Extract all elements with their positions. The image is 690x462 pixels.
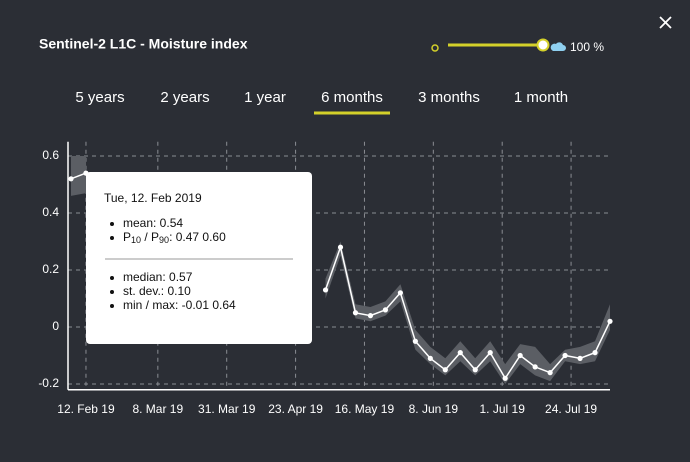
opacity-label: 100 % xyxy=(570,40,604,54)
y-tick-label: 0.2 xyxy=(42,262,59,276)
tooltip-mean: mean: 0.54 xyxy=(123,216,183,230)
x-tick-label: 16. May 19 xyxy=(335,402,395,416)
y-tick-label: 0.4 xyxy=(42,205,59,219)
x-tick-label: 23. Apr 19 xyxy=(268,402,323,416)
mean-line xyxy=(70,172,87,180)
data-point xyxy=(397,290,403,296)
y-tick-label: 0 xyxy=(52,319,59,333)
sun-icon xyxy=(431,44,439,52)
tab[interactable]: 2 years xyxy=(160,89,209,106)
data-point xyxy=(337,244,344,250)
tooltip-date: Tue, 12. Feb 2019 xyxy=(104,191,202,205)
x-tick-label: 12. Feb 19 xyxy=(57,402,115,416)
bullet xyxy=(110,276,114,280)
y-tick-label: 0.6 xyxy=(42,148,59,162)
data-point xyxy=(412,338,418,344)
tooltip-percentiles: P10 / P90: 0.47 0.60 xyxy=(123,230,226,245)
data-point xyxy=(487,350,493,356)
data-point xyxy=(442,367,448,373)
x-tick-label: 24. Jul 19 xyxy=(545,402,597,416)
close-icon xyxy=(659,16,672,29)
x-tick-label: 31. Mar 19 xyxy=(198,402,256,416)
data-point xyxy=(68,176,74,182)
data-point xyxy=(577,355,583,361)
close-button[interactable] xyxy=(659,16,672,29)
bullet xyxy=(110,222,114,226)
tooltip-stdev: st. dev.: 0.10 xyxy=(123,284,191,298)
tooltip-box xyxy=(86,172,312,344)
data-point xyxy=(547,370,553,376)
tooltip: Tue, 12. Feb 2019 mean: 0.54 P10 / P90: … xyxy=(86,172,312,344)
p-sub: 90 xyxy=(159,235,169,245)
p-sep: / P xyxy=(141,230,159,244)
p-sub: 10 xyxy=(131,235,141,245)
data-point xyxy=(502,375,508,381)
tab[interactable]: 5 years xyxy=(75,89,124,106)
dialog-title: Sentinel-2 L1C - Moisture index xyxy=(39,36,248,52)
bullet xyxy=(110,304,114,308)
data-point xyxy=(607,318,613,324)
data-point xyxy=(472,367,478,373)
p-label: P xyxy=(123,230,131,244)
tab[interactable]: 1 month xyxy=(514,89,568,106)
p-value: : 0.47 0.60 xyxy=(169,230,226,244)
slider-knob[interactable] xyxy=(536,38,550,52)
data-point xyxy=(562,352,568,359)
data-point xyxy=(382,307,389,313)
x-tick-label: 8. Jun 19 xyxy=(409,402,459,416)
tabs: 5 years 2 years 1 year 6 months 3 months 1 mo… xyxy=(75,89,568,115)
data-point xyxy=(352,310,359,316)
bullet xyxy=(110,290,114,294)
tab[interactable]: 6 months xyxy=(321,89,383,106)
data-point xyxy=(427,355,433,361)
data-point xyxy=(592,350,598,356)
data-point xyxy=(517,352,523,359)
data-point xyxy=(532,364,538,370)
percentile-band xyxy=(325,241,610,384)
y-tick-label: -0.2 xyxy=(38,376,59,390)
tab[interactable]: 3 months xyxy=(418,89,480,106)
tooltip-minmax: min / max: -0.01 0.64 xyxy=(123,298,236,312)
tab[interactable]: 1 year xyxy=(244,89,286,106)
data-point xyxy=(457,350,463,356)
mean-line xyxy=(324,244,611,380)
tooltip-median: median: 0.57 xyxy=(123,270,193,284)
cloud-icon xyxy=(550,42,566,51)
data-point xyxy=(367,313,374,319)
x-tick-label: 1. Jul 19 xyxy=(480,402,526,416)
opacity-slider[interactable]: 100 % xyxy=(431,38,604,55)
data-point xyxy=(322,287,329,293)
bullet xyxy=(110,236,114,240)
x-tick-label: 8. Mar 19 xyxy=(132,402,183,416)
